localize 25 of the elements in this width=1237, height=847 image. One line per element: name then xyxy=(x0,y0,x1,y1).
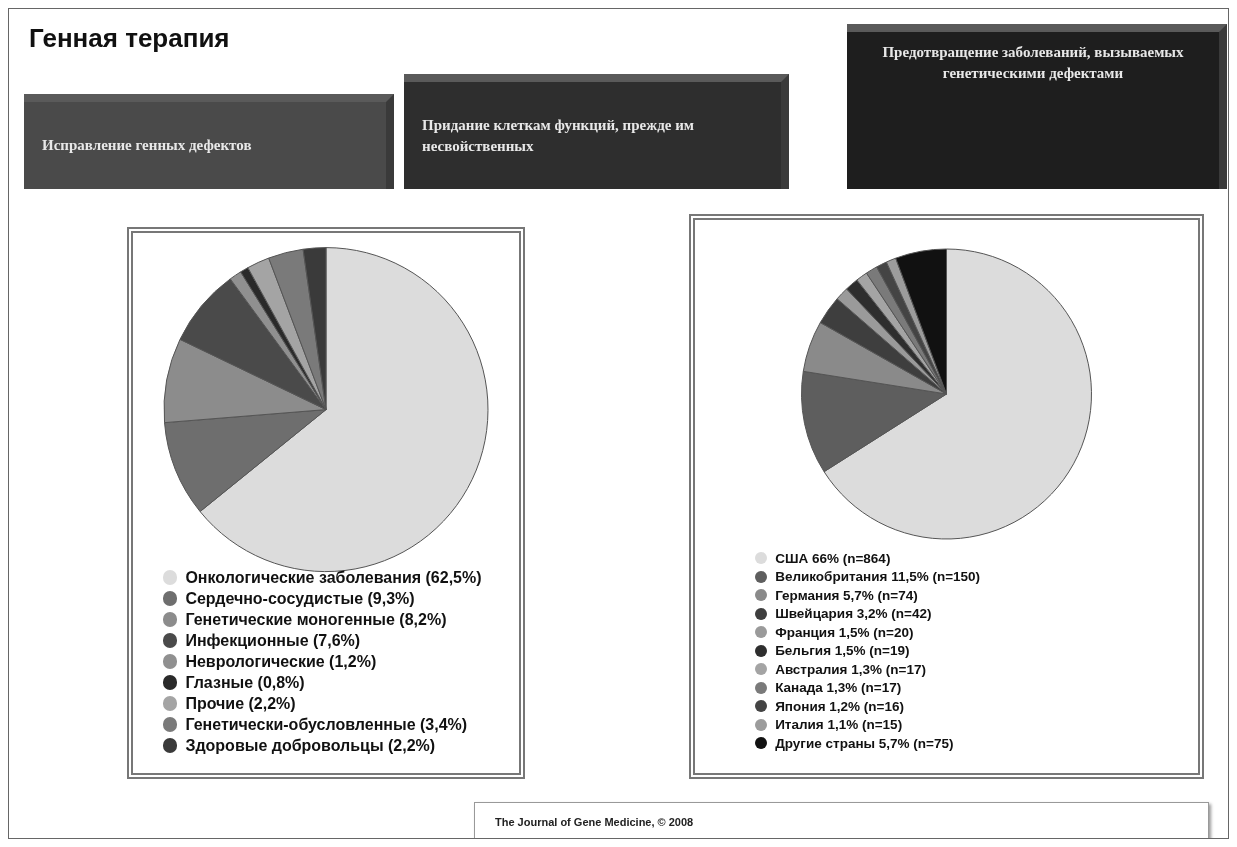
legend-label: Генетически-обусловленные (3,4%) xyxy=(185,715,468,734)
legend-label: Австралия 1,3% (n=17) xyxy=(775,661,926,677)
legend-label: Другие страны 5,7% (n=75) xyxy=(775,735,954,751)
legend-label: Генетические моногенные (8,2%) xyxy=(185,610,447,629)
legend-label: Прочие (2,2%) xyxy=(185,694,296,713)
legend-label: Глазные (0,8%) xyxy=(185,673,305,692)
legend-label: Великобритания 11,5% (n=150) xyxy=(775,569,981,585)
legend-label: Инфекционные (7,6%) xyxy=(185,631,361,650)
text: The Journal of Gene Medicine, © 2008 xyxy=(495,816,694,828)
legend-label: Франция 1,5% (n=20) xyxy=(775,624,914,640)
legend-label: Бельгия 1,5% (n=19) xyxy=(775,643,910,659)
legend-label: Онкологические заболевания (62,5%) xyxy=(185,568,482,587)
legend-label: Сердечно-сосудистые (9,3%) xyxy=(185,589,415,608)
text: Предотвращение заболеваний, вызываемых генетическими дефектами xyxy=(881,43,1185,83)
text: Придание клеткам функций, прежде им несвойственных xyxy=(422,115,695,156)
legend-label: Швейцария 3,2% (n=42) xyxy=(775,606,932,622)
legend-label: Неврологические (1,2%) xyxy=(185,652,377,671)
legend-label: Здоровые добровольцы (2,2%) xyxy=(185,736,436,755)
text: Исправление генных дефектов xyxy=(42,136,252,155)
text: Генная терапия xyxy=(29,23,230,54)
legend-label: Германия 5,7% (n=74) xyxy=(775,587,918,603)
legend-label: США 66% (n=864) xyxy=(775,550,891,566)
legend-label: Италия 1,1% (n=15) xyxy=(775,717,903,733)
legend-label: Япония 1,2% (n=16) xyxy=(775,698,904,714)
legend-label: Канада 1,3% (n=17) xyxy=(775,680,902,696)
